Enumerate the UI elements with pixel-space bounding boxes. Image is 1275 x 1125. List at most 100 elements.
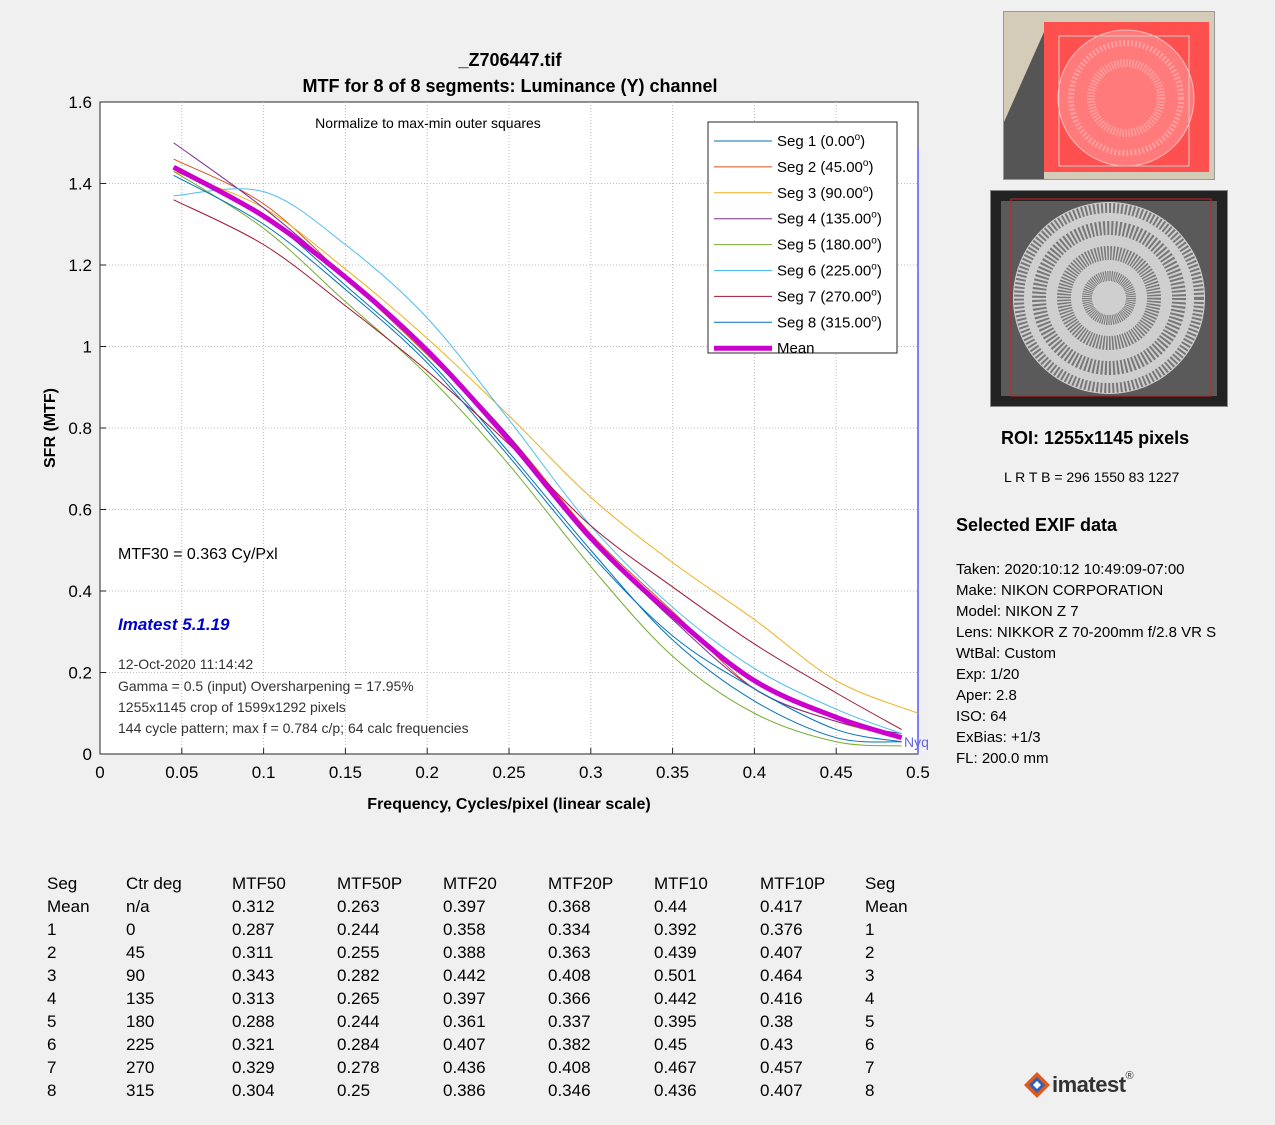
table-row: Mean n/a 0.312 0.263 0.397 0.368 0.44 0.417 Mean	[47, 895, 925, 918]
table-cell: 135	[126, 989, 155, 1008]
series-line-8	[173, 174, 902, 743]
legend-degree-sup: o	[863, 158, 869, 169]
table-cell: 0.255	[337, 943, 380, 962]
table-cell: 0.464	[760, 966, 803, 985]
legend-label: Mean	[777, 340, 815, 357]
table-cell: 0.337	[548, 1012, 591, 1031]
table-cell: 0.25	[337, 1081, 371, 1100]
table-cell: 0.244	[337, 920, 380, 939]
table-cell: 0.346	[548, 1081, 591, 1100]
table-cell: n/a	[126, 897, 150, 916]
table-header-cell: MTF20	[443, 874, 497, 893]
table-cell: 0.382	[548, 1035, 591, 1054]
table-cell: 0.361	[443, 1012, 486, 1031]
table-cell: 2	[47, 943, 57, 962]
table-header-cell: MTF50P	[337, 874, 403, 893]
normalize-note: Normalize to max-min outer squares	[315, 115, 541, 131]
table-cell: 0.436	[654, 1081, 697, 1100]
legend-item: Seg 6 (225.00o)	[777, 262, 882, 280]
table-cell: 3	[47, 966, 57, 985]
exif-line: Taken: 2020:10:12 10:49:09-07:00	[956, 561, 1185, 578]
x-axis-label: Frequency, Cycles/pixel (linear scale)	[367, 796, 650, 813]
table-cell: 0.329	[232, 1058, 275, 1077]
series-line-1	[173, 166, 902, 743]
nyquist-label: Nyq	[904, 734, 929, 750]
series-line-6	[173, 188, 902, 735]
table-cell: 0.311	[232, 943, 274, 962]
table-cell: 0.368	[548, 897, 591, 916]
mtf-results-table: Seg Ctr deg MTF50 MTF50P MTF20 MTF20P MTF10 MTF…	[47, 872, 925, 1102]
table-cell: 0.416	[760, 989, 803, 1008]
x-tick-label: 0.05	[165, 763, 198, 782]
legend-close-paren: )	[868, 185, 873, 202]
exif-line: ISO: 64	[956, 708, 1007, 725]
y-tick-label: 1	[83, 338, 92, 357]
legend-label: Seg 7 (270.00	[777, 288, 871, 305]
exif-heading: Selected EXIF data	[956, 515, 1118, 535]
table-cell: 0.321	[232, 1035, 275, 1054]
table-cell: 270	[126, 1058, 155, 1077]
table-cell: 0.439	[654, 943, 697, 962]
table-header-row: Seg Ctr deg MTF50 MTF50P MTF20 MTF20P MTF10 MTF…	[47, 872, 925, 895]
y-axis-label: SFR (MTF)	[42, 388, 59, 468]
info-lines: 12-Oct-2020 11:14:42 Gamma = 0.5 (input)…	[118, 656, 469, 736]
legend-close-paren: )	[877, 237, 882, 254]
table-header-cell: MTF10	[654, 874, 708, 893]
table-header-cell: Seg	[865, 874, 896, 893]
table-row: 1 0 0.287 0.244 0.358 0.334 0.392 0.376 1	[47, 918, 925, 941]
legend-close-paren: )	[877, 288, 882, 305]
table-cell: 0.244	[337, 1012, 380, 1031]
table-cell: 0.395	[654, 1012, 697, 1031]
legend-item: Seg 1 (0.00o)	[777, 132, 865, 150]
series-line-5	[173, 170, 902, 747]
y-tick-label: 1.4	[68, 175, 92, 194]
legend-degree-sup: o	[871, 262, 877, 273]
table-cell: 2	[865, 943, 875, 962]
table-cell: 3	[865, 966, 875, 985]
x-tick-label: 0.5	[906, 763, 930, 782]
table-header-cell: Ctr deg	[126, 874, 182, 893]
legend-close-paren: )	[860, 133, 865, 150]
info-line: Gamma = 0.5 (input) Oversharpening = 17.…	[118, 678, 414, 694]
table-cell: 0.334	[548, 920, 591, 939]
exif-line: WtBal: Custom	[956, 645, 1057, 662]
table-cell: 0.386	[443, 1081, 486, 1100]
table-cell: 0.397	[443, 989, 486, 1008]
table-cell: 0.358	[443, 920, 486, 939]
legend-label: Seg 4 (135.00	[777, 211, 871, 228]
imatest-logo-text: imatest	[1052, 1072, 1126, 1097]
table-cell: 0.501	[654, 966, 697, 985]
y-tick-label: 0.2	[68, 664, 92, 683]
table-cell: 0.363	[548, 943, 591, 962]
table-cell: 0.265	[337, 989, 380, 1008]
table-cell: 45	[126, 943, 145, 962]
legend-close-paren: )	[877, 314, 882, 331]
exif-line: FL: 200.0 mm	[956, 750, 1049, 767]
table-cell: 0.263	[337, 897, 380, 916]
table-cell: 0.282	[337, 966, 380, 985]
table-cell: 4	[47, 989, 57, 1008]
legend-label: Seg 2 (45.00	[777, 159, 863, 176]
legend: Seg 1 (0.00o)Seg 2 (45.00o)Seg 3 (90.00o…	[707, 121, 898, 357]
legend-label: Seg 1 (0.00	[777, 133, 855, 150]
legend-degree-sup: o	[855, 132, 861, 143]
table-cell: 315	[126, 1081, 155, 1100]
table-header-cell: MTF50	[232, 874, 286, 893]
table-cell: 0.38	[760, 1012, 794, 1031]
info-line: 144 cycle pattern; max f = 0.784 c/p; 64…	[118, 720, 469, 736]
table-cell: 5	[865, 1012, 875, 1031]
table-cell: 0.388	[443, 943, 486, 962]
table-cell: 0.457	[760, 1058, 803, 1077]
legend-degree-sup: o	[871, 287, 877, 298]
series-lines	[172, 142, 919, 747]
legend-item: Seg 3 (90.00o)	[777, 184, 873, 202]
table-cell: 1	[865, 920, 875, 939]
x-tick-label: 0.4	[743, 763, 767, 782]
table-cell: 0.287	[232, 920, 275, 939]
table-cell: 7	[47, 1058, 57, 1077]
table-cell: 0.366	[548, 989, 591, 1008]
x-tick-label: 0.2	[415, 763, 439, 782]
x-tick-label: 0.35	[656, 763, 689, 782]
table-cell: 90	[126, 966, 145, 985]
